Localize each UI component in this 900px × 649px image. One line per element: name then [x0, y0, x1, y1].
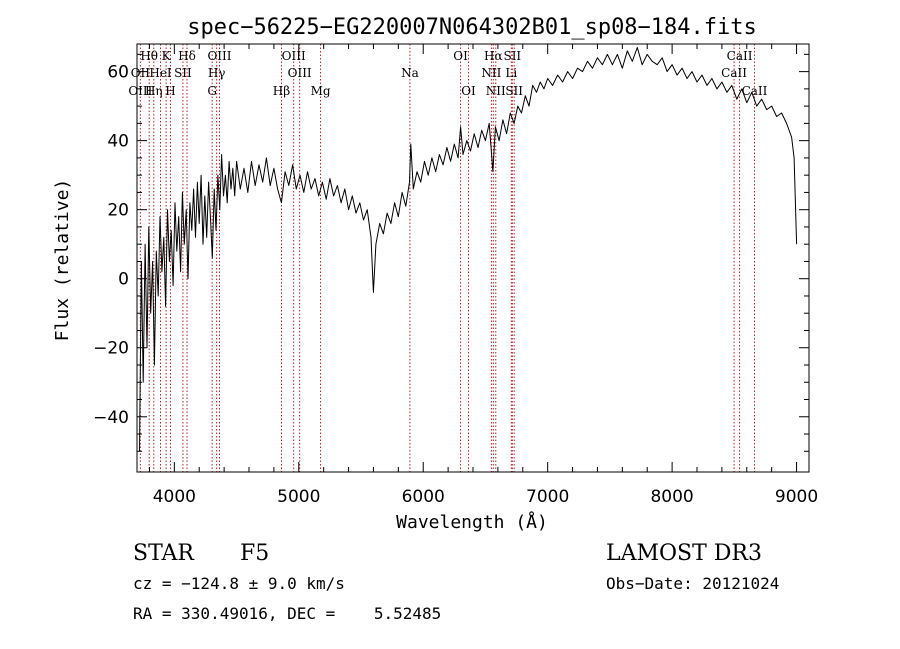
x-tick-label: 6000	[402, 487, 445, 507]
spectral-line-label: G	[207, 84, 217, 98]
spectral-line-label: OIII	[288, 66, 312, 80]
spectral-line-label: Li	[505, 66, 517, 80]
spectral-line-label: Hδ	[178, 49, 196, 63]
y-tick-label: 0	[118, 270, 129, 290]
spectral-line-label: OII	[131, 66, 151, 80]
plot-frame	[136, 43, 810, 473]
y-tick-label: −20	[93, 339, 129, 359]
spectral-line-label: Hη	[145, 84, 163, 98]
object-class: STAR	[133, 541, 195, 566]
survey-name: LAMOST DR3	[606, 541, 762, 566]
object-subclass: F5	[240, 541, 269, 566]
spectral-lines-layer	[139, 44, 755, 472]
spectral-line-label: CaII	[721, 66, 747, 80]
spectral-line-label: Na	[401, 66, 419, 80]
spectral-line-label: CaII	[742, 84, 768, 98]
spectral-line-label: OI	[453, 49, 468, 63]
x-tick-label: 7000	[526, 487, 569, 507]
spectral-line-label: K	[162, 49, 172, 63]
spectral-line-label: SII	[503, 49, 521, 63]
x-tick-label: 9000	[775, 487, 818, 507]
x-tick-label: 5000	[277, 487, 320, 507]
spectral-line-label: OI	[461, 84, 476, 98]
spectral-line-label: NII	[486, 84, 506, 98]
spectral-line-label: SII	[174, 66, 192, 80]
spectrum-series-line	[139, 47, 798, 452]
x-axis-label: Wavelength (Å)	[396, 511, 548, 533]
x-tick-label: 8000	[650, 487, 693, 507]
spectral-line-label: Hγ	[208, 66, 226, 80]
spectral-line-label: Mg	[311, 84, 331, 98]
y-tick-label: 20	[107, 201, 129, 221]
x-tick-label: 4000	[153, 487, 196, 507]
series-layer	[139, 47, 798, 452]
spectral-line-label: Hθ	[140, 49, 158, 63]
y-tick-label: 60	[107, 63, 129, 83]
redshift-cz: cz = −124.8 ± 9.0 km/s	[133, 574, 345, 593]
spectral-line-label: OIII	[128, 84, 152, 98]
obs-date: Obs−Date: 20121024	[606, 574, 779, 593]
y-tick-label: −40	[93, 408, 129, 428]
spectral-line-label: OIII	[282, 49, 306, 63]
spectral-line-label: H	[165, 84, 175, 98]
axis-ticks: 4000 5000 6000 7000 8000 9000 −40 −20 0 20 40 60	[93, 44, 818, 507]
spectral-line-label: Hβ	[273, 84, 290, 98]
spectral-line-label: HeI	[149, 66, 172, 80]
spectral-line-label: NII	[481, 66, 501, 80]
ra-dec: RA = 330.49016, DEC = 5.52485	[133, 604, 441, 623]
spectral-line-label: SII	[505, 84, 523, 98]
y-axis-label: Flux (relative)	[52, 179, 73, 342]
y-tick-label: 40	[107, 132, 129, 152]
spectral-line-label: Hα	[484, 49, 503, 63]
chart-title: spec−56225−EG220007N064302B01_sp08−184.f…	[187, 15, 757, 40]
spectral-line-label: OIII	[207, 49, 231, 63]
spectral-line-label: CaII	[727, 49, 753, 63]
